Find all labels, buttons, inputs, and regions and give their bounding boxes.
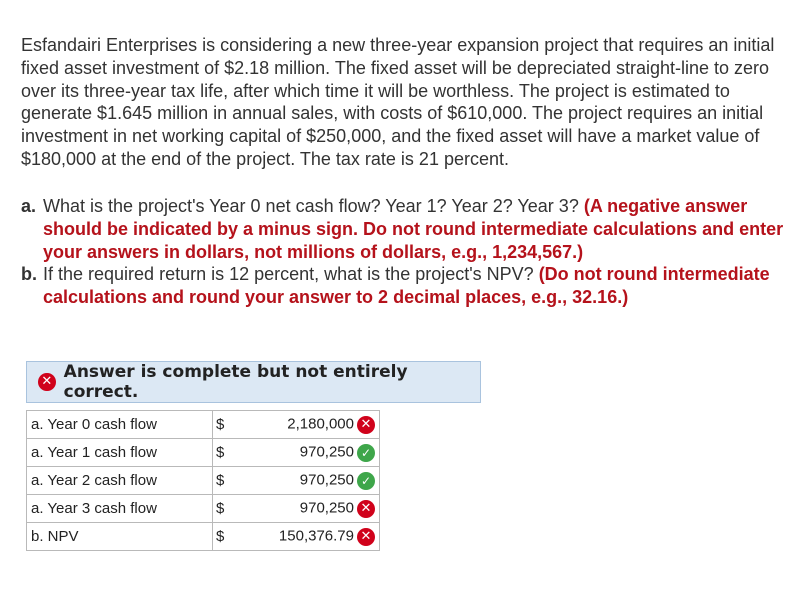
currency-symbol: $: [212, 522, 225, 551]
answer-field[interactable]: 150,376.79 ✕: [225, 522, 380, 551]
correct-check-icon: ✓: [357, 471, 375, 490]
question-list: a. What is the project's Year 0 net cash …: [21, 195, 796, 309]
answer-value: 150,376.79: [278, 528, 354, 546]
answer-value: 2,180,000: [287, 416, 354, 434]
question-letter: a.: [21, 196, 37, 216]
question-hint: (A negative answer should be indicated b…: [43, 196, 784, 262]
currency-symbol: $: [212, 466, 225, 495]
currency-symbol: $: [212, 494, 225, 523]
table-row: a. Year 2 cash flow $ 970,250 ✓: [26, 466, 380, 495]
table-row: b. NPV $ 150,376.79 ✕: [26, 522, 380, 551]
answer-field[interactable]: 2,180,000 ✕: [225, 410, 380, 439]
question-letter: b.: [21, 264, 37, 285]
currency-symbol: $: [212, 410, 225, 439]
row-label: b. NPV: [26, 522, 213, 551]
question-text: What is the project's Year 0 net cash fl…: [43, 196, 584, 216]
answer-field[interactable]: 970,250 ✕: [225, 494, 380, 523]
question-hint: (Do not round intermediate calculations …: [43, 264, 770, 308]
answer-value: 970,250: [299, 472, 354, 490]
row-label: a. Year 3 cash flow: [26, 494, 213, 523]
table-row: a. Year 0 cash flow $ 2,180,000 ✕: [26, 410, 380, 439]
incorrect-x-icon: ✕: [357, 415, 375, 434]
x-icon: ✕: [38, 373, 56, 391]
correct-check-icon: ✓: [357, 443, 375, 462]
answer-value: 970,250: [299, 444, 354, 462]
row-label: a. Year 1 cash flow: [26, 438, 213, 467]
incorrect-x-icon: ✕: [357, 499, 375, 518]
row-label: a. Year 2 cash flow: [26, 466, 213, 495]
problem-statement: Esfandairi Enterprises is considering a …: [21, 35, 775, 169]
answer-value: 970,250: [299, 500, 354, 518]
currency-symbol: $: [212, 438, 225, 467]
answer-status-banner: ✕ Answer is complete but not entirely co…: [26, 361, 481, 403]
incorrect-x-icon: ✕: [357, 527, 375, 546]
question-text: If the required return is 12 percent, wh…: [43, 264, 539, 285]
answer-status-text: Answer is complete but not entirely corr…: [63, 362, 408, 402]
table-row: a. Year 1 cash flow $ 970,250 ✓: [26, 438, 380, 467]
question-a: a. What is the project's Year 0 net cash …: [21, 195, 796, 263]
table-row: a. Year 3 cash flow $ 970,250 ✕: [26, 494, 380, 523]
answer-field[interactable]: 970,250 ✓: [225, 438, 380, 467]
answer-field[interactable]: 970,250 ✓: [225, 466, 380, 495]
question-b: b. If the required return is 12 percent, …: [21, 263, 796, 309]
row-label: a. Year 0 cash flow: [26, 410, 213, 439]
answer-table: a. Year 0 cash flow $ 2,180,000 ✕ a. Year…: [26, 410, 380, 551]
